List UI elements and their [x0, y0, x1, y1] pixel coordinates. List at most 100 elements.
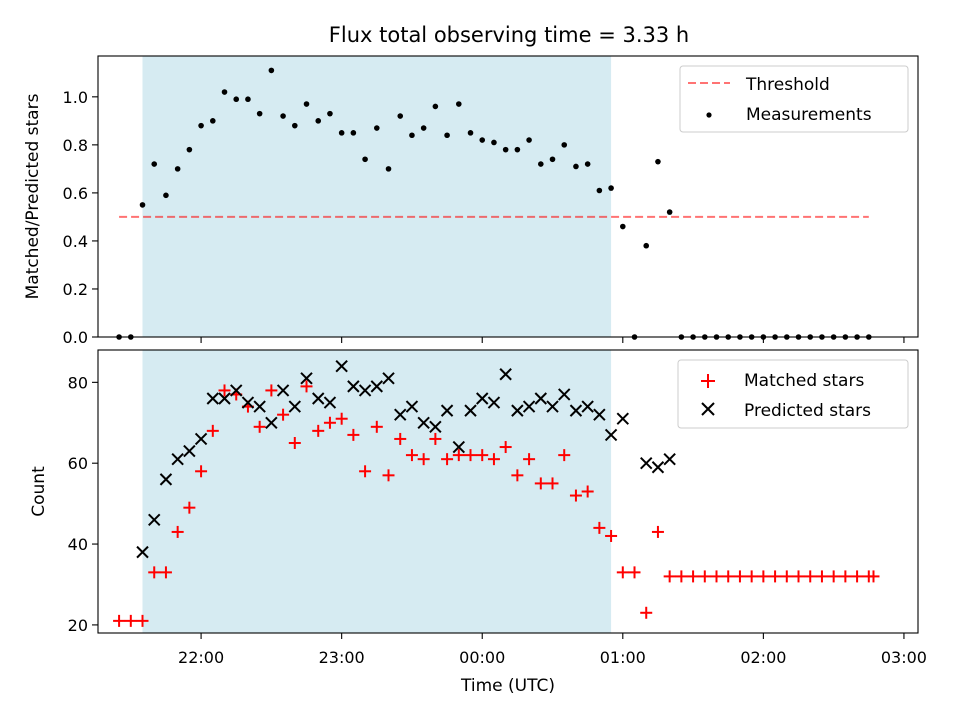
matched-star-marker [136, 614, 149, 627]
matched-star-marker [277, 408, 290, 421]
count-y-axis-label: Count [29, 466, 49, 517]
predicted-star-marker [241, 396, 255, 409]
x-tick-label: 23:00 [319, 648, 365, 667]
matched-star-marker [124, 614, 137, 627]
matched-star-marker [851, 570, 864, 583]
measurement-point [573, 163, 579, 170]
matched-star-marker [171, 525, 184, 538]
predicted-star-marker [558, 388, 571, 401]
measurement-point [280, 113, 286, 119]
y-tick-label: 0.4 [63, 232, 88, 251]
matched-star-marker [769, 570, 782, 583]
measurement-point [666, 209, 673, 215]
matched-star-marker [722, 570, 735, 583]
predicted-star-marker [312, 392, 325, 405]
y-tick-label: 1.0 [63, 88, 88, 107]
count-panel-frame [97, 349, 919, 634]
predicted-star-marker [194, 432, 208, 446]
predicted-star-marker [265, 416, 278, 429]
matched-star-marker [441, 453, 454, 466]
measurement-point [514, 146, 521, 153]
matched-star-points [113, 380, 880, 627]
matched-star-marker [323, 416, 336, 429]
matched-star-marker [593, 521, 606, 534]
legend-matched-swatch [701, 374, 715, 388]
matched-star-marker [780, 570, 793, 583]
matched-star-marker [487, 453, 500, 466]
measurement-point [456, 101, 462, 107]
matched-star-marker [546, 477, 559, 490]
legend-measurement-swatch [706, 112, 712, 118]
predicted-star-marker [171, 452, 184, 466]
predicted-star-marker [253, 400, 266, 413]
matched-star-marker [288, 436, 301, 449]
predicted-star-marker [511, 404, 524, 417]
measurement-point [608, 185, 614, 191]
matched-star-marker [394, 432, 407, 445]
measurement-point [479, 137, 486, 143]
ratio-y-axis-label: Matched/Predicted stars [23, 93, 43, 299]
measurement-point [268, 67, 275, 74]
measurement-point [385, 166, 392, 172]
matched-star-marker [195, 465, 208, 478]
matched-star-marker [827, 570, 840, 583]
ratio-panel: 0.0 0.2 0.4 0.6 0.8 1.0 Matched/Predicted sta… [23, 55, 919, 347]
predicted-star-marker [230, 384, 243, 397]
measurement-point [374, 125, 380, 131]
measurement-point [338, 130, 345, 136]
predicted-star-marker [604, 428, 618, 442]
measurement-point [432, 103, 439, 110]
matched-star-marker [558, 449, 571, 462]
matched-star-marker [253, 420, 266, 433]
measurement-point [561, 142, 568, 148]
measurement-point [526, 137, 532, 143]
legend-threshold-label: Threshold [745, 75, 830, 95]
matched-star-marker [148, 566, 161, 579]
matched-star-marker [359, 465, 372, 478]
predicted-star-marker [218, 392, 231, 405]
count-y-axis: 20 40 60 80 [68, 373, 98, 635]
measurement-point [620, 223, 626, 230]
matched-star-marker [757, 570, 770, 583]
matched-star-marker [499, 441, 512, 454]
predicted-star-marker [276, 384, 290, 397]
matched-star-marker [300, 380, 313, 393]
matched-star-marker [159, 566, 172, 579]
matched-star-marker [429, 432, 442, 445]
matched-star-marker [113, 614, 126, 627]
y-tick-label: 60 [68, 454, 88, 473]
measurement-point [327, 110, 333, 117]
predicted-star-marker [522, 400, 536, 413]
measurement-point [163, 192, 169, 199]
x-tick-label: 03:00 [881, 648, 927, 667]
y-tick-label: 40 [68, 535, 88, 554]
legend-matched-label: Matched stars [744, 371, 864, 391]
ratio-y-axis: 0.0 0.2 0.4 0.6 0.8 1.0 [63, 88, 98, 347]
predicted-star-marker [394, 408, 407, 421]
matched-star-marker [534, 477, 547, 490]
predicted-star-marker [569, 404, 583, 417]
matched-star-marker [464, 449, 477, 462]
measurement-point [502, 146, 509, 153]
measurement-point [186, 146, 193, 153]
ratio-panel-frame [97, 55, 919, 338]
predicted-star-marker [429, 420, 442, 434]
predicted-star-marker [640, 456, 653, 470]
matched-star-marker [628, 566, 641, 579]
predicted-star-marker [370, 380, 384, 393]
predicted-star-marker [651, 461, 665, 474]
measurement-point [467, 130, 474, 136]
measurement-point [350, 130, 357, 136]
measurement-point [303, 101, 310, 107]
measurement-point [139, 202, 146, 208]
matched-star-marker [569, 489, 582, 502]
measurement-point [245, 96, 251, 103]
matched-star-marker [663, 570, 676, 583]
predicted-star-marker [300, 372, 313, 385]
matched-star-marker [347, 428, 360, 441]
predicted-star-marker [136, 545, 149, 559]
predicted-star-marker [581, 400, 594, 413]
measurement-point [397, 113, 404, 119]
measurement-point [491, 139, 497, 146]
